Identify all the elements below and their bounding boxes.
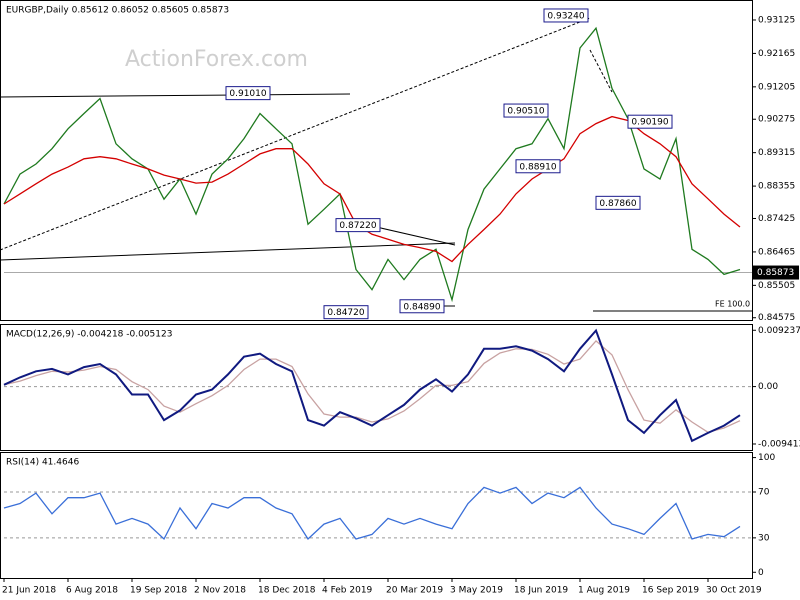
last-price-label: 0.85873 [757,268,794,278]
watermark: ActionForex.com [125,47,308,72]
annotation-box [335,218,381,233]
series-line [3,328,741,443]
annotation-box [225,86,271,101]
y-tick-label: 0.84575 [758,313,795,323]
y-tick-label: 0.86465 [758,247,795,257]
x-tick-label: 19 Sep 2018 [130,586,187,596]
rsi-frame [0,452,753,579]
annotation-label: 0.90510 [507,107,544,117]
annotation-label: 0.87860 [599,199,636,209]
macd-frame [0,324,753,451]
y-tick-label: 0.85505 [758,281,795,291]
x-tick-label: 16 Sep 2019 [642,586,699,596]
annotation-label: 0.84890 [403,302,440,312]
frames [0,0,753,579]
y-tick-label: 0.009237 [758,326,800,336]
x-tick-label: 1 Aug 2019 [578,586,630,596]
y-tick-label: 0 [758,568,764,578]
y-tick-label: 100 [758,453,775,463]
x-tick-label: 30 Oct 2019 [706,586,762,596]
annotation-box [503,103,549,118]
y-tick-label: 0.87425 [758,214,795,224]
x-tick-label: 4 Feb 2019 [322,586,373,596]
series-line [3,26,741,303]
trend-line [371,225,456,246]
y-tick-label: 0.93125 [758,15,795,25]
y-tick-label: 0.89315 [758,148,795,158]
annotation-label: 0.84720 [327,308,364,318]
y-tick-label: 0.00 [758,382,778,392]
annotation-label: 0.90190 [631,118,668,128]
annotation-label: 0.91010 [229,89,266,99]
y-tick-label: -0.009413 [758,439,800,449]
y-tick-label: 0.88355 [758,182,795,192]
y-tick-label: 0.91205 [758,82,795,92]
annotation-box [543,8,589,23]
annotation-box [515,159,561,174]
price-frame [0,0,753,321]
series-line [3,339,741,434]
x-tick-label: 18 Jun 2019 [514,586,568,596]
trend-line [0,93,351,98]
x-tick-label: 21 Jun 2018 [2,586,56,596]
fe-label: FE 100.0 [715,300,750,309]
last-price-box [753,265,799,280]
y-tick-label: 30 [758,533,770,543]
series-line [3,486,741,541]
annotation-label: 0.93240 [547,11,584,21]
x-tick-label: 6 Aug 2018 [66,586,118,596]
annotation-label: 0.88910 [519,162,556,172]
annotation-box [627,114,673,129]
y-tick-label: 0.90275 [758,115,795,125]
panel-title: RSI(14) 41.4646 [6,458,79,468]
trend-line [0,17,591,251]
x-tick-label: 20 Mar 2019 [386,586,443,596]
x-tick-label: 2 Nov 2018 [194,586,246,596]
annotation-box [399,299,445,314]
annotation-box [595,195,641,210]
annotation-label: 0.87220 [339,221,376,231]
y-tick-label: 0.92165 [758,49,795,59]
panel-title: EURGBP,Daily 0.85612 0.86052 0.85605 0.8… [6,6,229,16]
trend-line [0,242,456,261]
y-tick-label: 70 [758,487,770,497]
x-tick-label: 18 Dec 2018 [258,586,316,596]
x-tick-label: 3 May 2019 [450,586,503,596]
trend-line [589,49,613,93]
panel-title: MACD(12,26,9) -0.004218 -0.005123 [6,330,172,340]
annotation-box [323,305,369,320]
series-line [3,115,741,263]
